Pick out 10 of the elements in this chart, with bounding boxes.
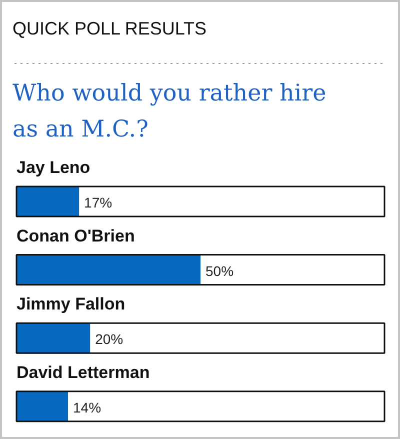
chart-subtitle: Who would you rather hire as an M.C.? (12, 80, 326, 142)
chart-title: QUICK POLL RESULTS (12, 18, 207, 38)
data-label: 50% (206, 262, 234, 279)
y-tick-label: Jay Leno (16, 158, 90, 177)
y-tick-label: Jimmy Fallon (16, 294, 126, 314)
data-label: 20% (95, 331, 124, 348)
data-label: 14% (73, 399, 102, 416)
y-tick-label: Conan O'Brien (16, 226, 135, 246)
data-label: 17% (84, 194, 112, 210)
y-tick-label: David Letterman (16, 362, 150, 382)
